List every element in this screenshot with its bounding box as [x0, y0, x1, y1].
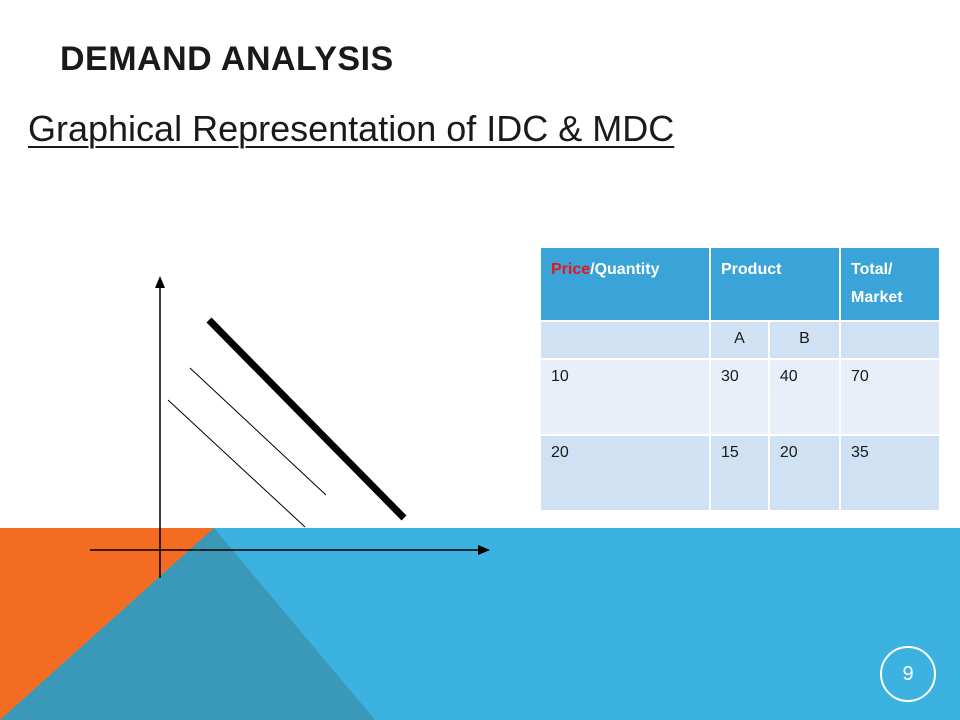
table-subheader-row: A B	[539, 320, 941, 360]
table-cell: 70	[839, 358, 941, 436]
table-cell: A	[709, 320, 770, 360]
table-cell: 20	[767, 434, 842, 512]
table-cell: 20	[539, 434, 711, 512]
dark-blue-triangle	[0, 528, 375, 720]
x-axis-arrow	[478, 545, 490, 555]
y-axis-arrow	[155, 276, 165, 288]
slide-title: Demand Analysis	[60, 40, 394, 78]
table-cell	[839, 320, 941, 360]
demand-curve-a	[189, 367, 327, 496]
slide-subtitle: Graphical Representation of IDC & MDC	[28, 108, 675, 149]
table-cell	[539, 320, 711, 360]
table-cell: 15	[709, 434, 770, 512]
table-cell: B	[767, 320, 842, 360]
table-cell: 30	[709, 358, 770, 436]
demand-table: Price/Quantity Product Total/Market A B …	[539, 246, 941, 512]
market-demand-curve	[206, 317, 407, 521]
table-cell: 40	[767, 358, 842, 436]
header-total-market: Total/Market	[839, 246, 941, 322]
header-price-quantity: Price/Quantity	[539, 246, 711, 322]
table-cell: 35	[839, 434, 941, 512]
demand-curve-b	[167, 399, 306, 528]
page-number: 9	[880, 646, 936, 702]
table-cell: 10	[539, 358, 711, 436]
header-product: Product	[709, 246, 841, 322]
table-row: 10 30 40 70	[539, 358, 941, 436]
table-row: 20 15 20 35	[539, 434, 941, 512]
table-header-row: Price/Quantity Product Total/Market	[539, 246, 941, 322]
